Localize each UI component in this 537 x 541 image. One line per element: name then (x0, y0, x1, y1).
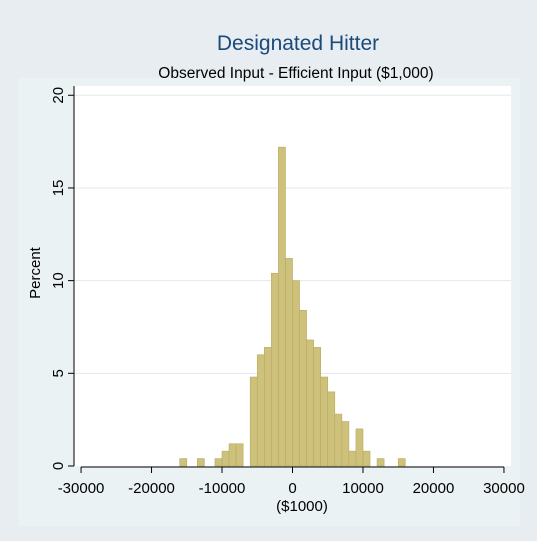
histogram-bar-12 (292, 280, 300, 467)
histogram-bar-15 (313, 347, 321, 467)
histogram-bar-22 (362, 450, 371, 467)
x-tick-label-4: 10000 (342, 480, 384, 497)
histogram-bar-4 (228, 443, 237, 467)
histogram-bar-11 (285, 258, 293, 467)
y-tick-label-4: 20 (50, 87, 67, 104)
histogram-bar-24 (397, 458, 406, 467)
x-tick-label-1: -20000 (128, 480, 175, 497)
x-tick-label-3: 0 (288, 480, 296, 497)
y-tick-label-2: 10 (50, 272, 67, 289)
y-tick-label-1: 5 (50, 369, 67, 377)
histogram-bar-8 (264, 347, 272, 467)
histogram-bar-18 (334, 413, 343, 467)
histogram-bar-14 (306, 339, 314, 467)
y-tick-label-3: 15 (50, 180, 67, 197)
chart-subtitle: Observed Input - Efficient Input ($1,000… (158, 65, 433, 82)
histogram-bar-5 (235, 443, 244, 467)
y-axis-label: Percent (27, 246, 44, 299)
histogram-bar-9 (271, 272, 279, 467)
y-tick-label-0: 0 (50, 462, 67, 470)
histogram-bar-21 (355, 428, 364, 467)
histogram-bar-13 (299, 309, 307, 467)
histogram-bar-17 (327, 391, 336, 467)
histogram-bar-20 (348, 450, 357, 467)
histogram-bar-16 (320, 376, 329, 467)
histogram-bar-3 (221, 450, 230, 467)
x-tick-label-5: 20000 (413, 480, 455, 497)
x-tick-label-6: 30000 (483, 480, 525, 497)
histogram-bar-1 (197, 458, 205, 467)
x-tick-label-2: -10000 (199, 480, 246, 497)
x-axis-label: ($1000) (276, 498, 328, 515)
chart-title: Designated Hitter (217, 32, 379, 55)
histogram-bar-0 (179, 458, 188, 467)
bars (179, 146, 406, 467)
histogram-bar-19 (341, 421, 350, 467)
histogram-bar-10 (278, 146, 286, 467)
histogram-bar-6 (249, 376, 258, 467)
axes: 0 5 10 15 20 -30000 -20000 -10000 0 10000 20000 300… (50, 86, 525, 497)
histogram-bar-23 (376, 458, 385, 467)
x-tick-label-0: -30000 (58, 480, 105, 497)
histogram-bar-7 (256, 354, 265, 467)
histogram-bar-2 (214, 458, 223, 467)
